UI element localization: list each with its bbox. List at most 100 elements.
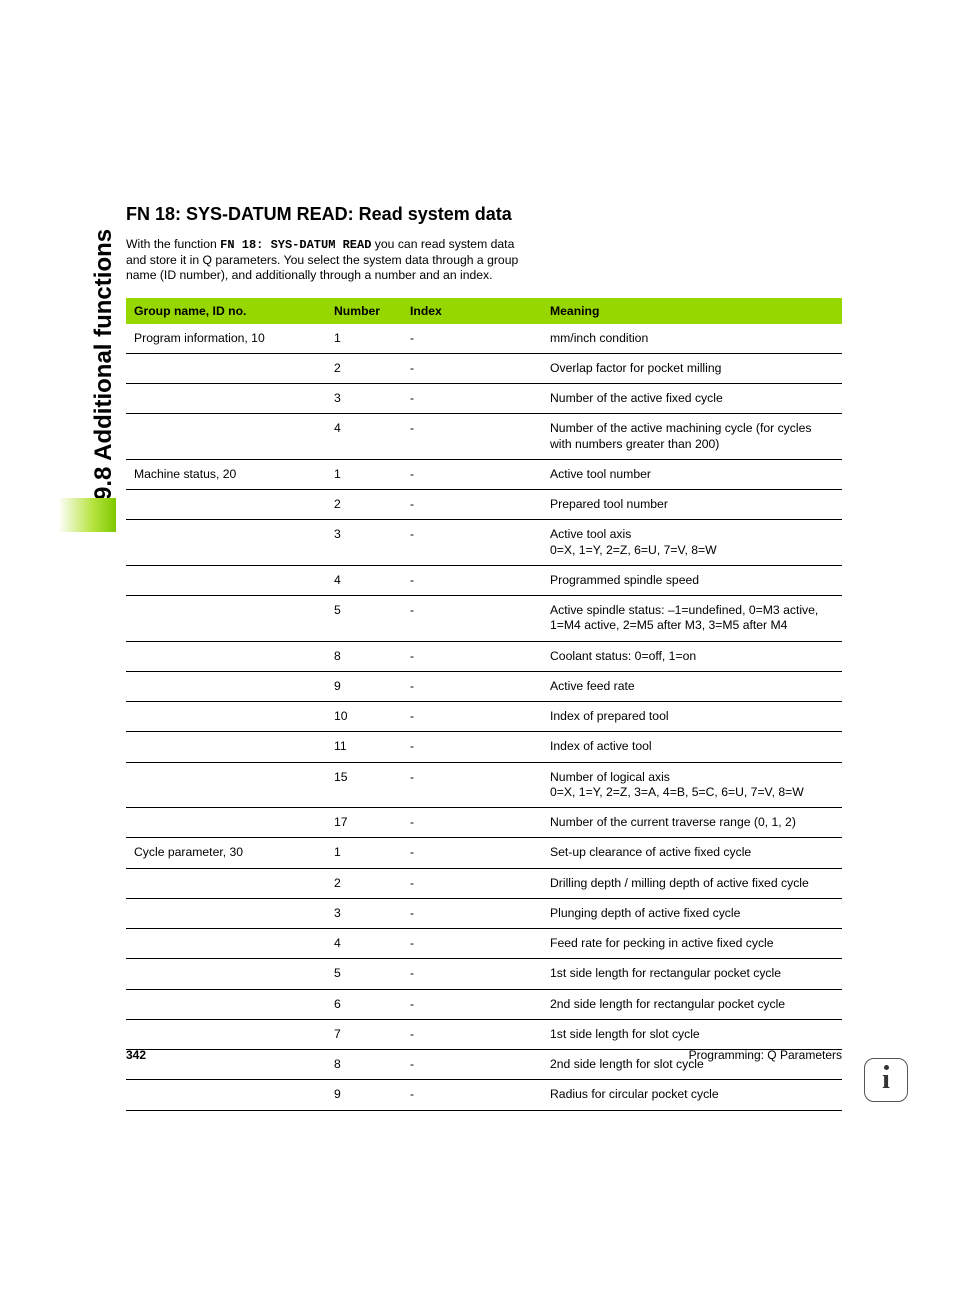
cell-index: -: [402, 414, 542, 460]
table-row: 4-Feed rate for pecking in active fixed …: [126, 929, 842, 959]
cell-group: [126, 868, 326, 898]
cell-index: -: [402, 596, 542, 642]
cell-group: [126, 732, 326, 762]
cell-group: [126, 929, 326, 959]
col-number: Number: [326, 298, 402, 324]
cell-number: 3: [326, 520, 402, 566]
cell-number: 17: [326, 808, 402, 838]
cell-number: 2: [326, 353, 402, 383]
cell-index: -: [402, 808, 542, 838]
cell-meaning: Number of logical axis0=X, 1=Y, 2=Z, 3=A…: [542, 762, 842, 808]
cell-meaning: Feed rate for pecking in active fixed cy…: [542, 929, 842, 959]
cell-group: [126, 490, 326, 520]
table-body: Program information, 101-mm/inch conditi…: [126, 324, 842, 1111]
cell-meaning: Number of the current traverse range (0,…: [542, 808, 842, 838]
table-row: 6-2nd side length for rectangular pocket…: [126, 989, 842, 1019]
table-row: 7-1st side length for slot cycle: [126, 1019, 842, 1049]
cell-number: 1: [326, 324, 402, 354]
table-row: 5-1st side length for rectangular pocket…: [126, 959, 842, 989]
table-row: 4-Programmed spindle speed: [126, 565, 842, 595]
cell-group: [126, 641, 326, 671]
cell-index: -: [402, 838, 542, 868]
cell-index: -: [402, 671, 542, 701]
cell-number: 4: [326, 929, 402, 959]
cell-meaning: Index of active tool: [542, 732, 842, 762]
cell-meaning: Programmed spindle speed: [542, 565, 842, 595]
cell-index: -: [402, 1080, 542, 1110]
cell-meaning: Drilling depth / milling depth of active…: [542, 868, 842, 898]
info-icon-dot: [884, 1065, 889, 1070]
table-row: 15-Number of logical axis0=X, 1=Y, 2=Z, …: [126, 762, 842, 808]
cell-number: 9: [326, 1080, 402, 1110]
cell-meaning: Active tool axis0=X, 1=Y, 2=Z, 6=U, 7=V,…: [542, 520, 842, 566]
side-tab-gradient: [58, 498, 116, 532]
cell-meaning: Active feed rate: [542, 671, 842, 701]
cell-group: [126, 671, 326, 701]
cell-number: 11: [326, 732, 402, 762]
cell-group: Machine status, 20: [126, 459, 326, 489]
cell-group: [126, 565, 326, 595]
table-row: 3-Active tool axis0=X, 1=Y, 2=Z, 6=U, 7=…: [126, 520, 842, 566]
cell-number: 7: [326, 1019, 402, 1049]
cell-group: [126, 762, 326, 808]
cell-number: 5: [326, 596, 402, 642]
cell-number: 10: [326, 702, 402, 732]
table-row: 5-Active spindle status: –1=undefined, 0…: [126, 596, 842, 642]
table-row: 3-Plunging depth of active fixed cycle: [126, 898, 842, 928]
cell-meaning: Coolant status: 0=off, 1=on: [542, 641, 842, 671]
cell-group: [126, 1080, 326, 1110]
table-row: Cycle parameter, 301-Set-up clearance of…: [126, 838, 842, 868]
cell-meaning: mm/inch condition: [542, 324, 842, 354]
table-row: 8-Coolant status: 0=off, 1=on: [126, 641, 842, 671]
cell-group: [126, 596, 326, 642]
cell-number: 1: [326, 838, 402, 868]
cell-meaning: Index of prepared tool: [542, 702, 842, 732]
cell-group: [126, 414, 326, 460]
cell-meaning: Number of the active fixed cycle: [542, 384, 842, 414]
cell-group: [126, 898, 326, 928]
cell-group: [126, 702, 326, 732]
cell-number: 2: [326, 490, 402, 520]
table-row: 2-Overlap factor for pocket milling: [126, 353, 842, 383]
table-row: Program information, 101-mm/inch conditi…: [126, 324, 842, 354]
cell-number: 15: [326, 762, 402, 808]
table-row: 10-Index of prepared tool: [126, 702, 842, 732]
table-row: 9-Active feed rate: [126, 671, 842, 701]
cell-index: -: [402, 490, 542, 520]
cell-number: 6: [326, 989, 402, 1019]
col-group: Group name, ID no.: [126, 298, 326, 324]
col-index: Index: [402, 298, 542, 324]
cell-index: -: [402, 929, 542, 959]
table-row: 2-Drilling depth / milling depth of acti…: [126, 868, 842, 898]
cell-number: 3: [326, 384, 402, 414]
content-area: FN 18: SYS-DATUM READ: Read system data …: [126, 204, 842, 1111]
chapter-label: Programming: Q Parameters: [689, 1048, 842, 1062]
cell-group: Program information, 10: [126, 324, 326, 354]
section-title: FN 18: SYS-DATUM READ: Read system data: [126, 204, 842, 225]
cell-index: -: [402, 459, 542, 489]
cell-number: 9: [326, 671, 402, 701]
cell-index: -: [402, 702, 542, 732]
cell-meaning: Active spindle status: –1=undefined, 0=M…: [542, 596, 842, 642]
table-row: 2-Prepared tool number: [126, 490, 842, 520]
sysdata-table: Group name, ID no. Number Index Meaning …: [126, 298, 842, 1111]
cell-meaning: Plunging depth of active fixed cycle: [542, 898, 842, 928]
cell-group: [126, 520, 326, 566]
table-row: 11-Index of active tool: [126, 732, 842, 762]
cell-meaning: Number of the active machining cycle (fo…: [542, 414, 842, 460]
cell-number: 4: [326, 565, 402, 595]
cell-index: -: [402, 959, 542, 989]
cell-index: -: [402, 641, 542, 671]
table-row: 4-Number of the active machining cycle (…: [126, 414, 842, 460]
cell-group: [126, 989, 326, 1019]
cell-number: 1: [326, 459, 402, 489]
cell-number: 5: [326, 959, 402, 989]
cell-meaning: 2nd side length for rectangular pocket c…: [542, 989, 842, 1019]
cell-index: -: [402, 898, 542, 928]
cell-group: [126, 1019, 326, 1049]
cell-group: [126, 353, 326, 383]
cell-index: -: [402, 868, 542, 898]
cell-number: 4: [326, 414, 402, 460]
cell-number: 2: [326, 868, 402, 898]
cell-number: 3: [326, 898, 402, 928]
